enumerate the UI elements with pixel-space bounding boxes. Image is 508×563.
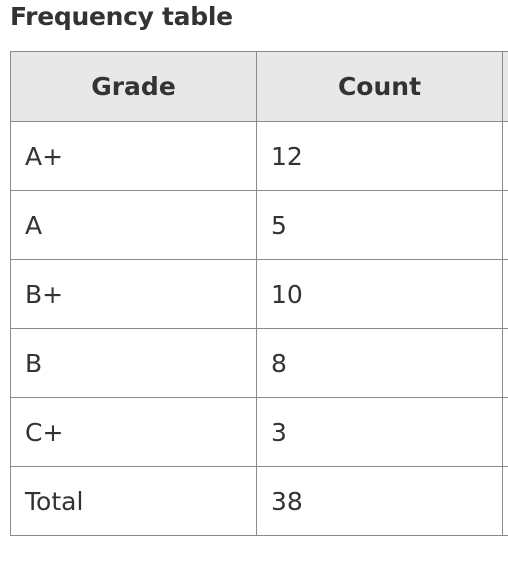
grade-cell: Total	[10, 466, 257, 536]
extra-cell	[502, 121, 508, 191]
count-cell: 38	[256, 466, 503, 536]
table-row: B+ 10	[10, 259, 508, 329]
grade-cell: A	[10, 190, 257, 260]
column-header-grade: Grade	[10, 51, 257, 122]
table-row: A+ 12	[10, 121, 508, 191]
extra-cell	[502, 397, 508, 467]
table-row: B 8	[10, 328, 508, 398]
page-title: Frequency table	[10, 2, 233, 31]
column-header-extra	[502, 51, 508, 122]
grade-cell: B	[10, 328, 257, 398]
table-header-row: Grade Count	[10, 51, 508, 122]
grade-cell: B+	[10, 259, 257, 329]
count-cell: 12	[256, 121, 503, 191]
column-header-count: Count	[256, 51, 503, 122]
count-cell: 5	[256, 190, 503, 260]
extra-cell	[502, 328, 508, 398]
table-row: A 5	[10, 190, 508, 260]
count-cell: 3	[256, 397, 503, 467]
grade-cell: C+	[10, 397, 257, 467]
frequency-table-container: Grade Count A+ 12 A 5 B+ 10 B	[10, 51, 508, 544]
extra-cell	[502, 259, 508, 329]
table-row-total: Total 38	[10, 466, 508, 536]
count-cell: 8	[256, 328, 503, 398]
grade-cell: A+	[10, 121, 257, 191]
frequency-table: Grade Count A+ 12 A 5 B+ 10 B	[10, 51, 508, 536]
extra-cell	[502, 190, 508, 260]
extra-cell	[502, 466, 508, 536]
count-cell: 10	[256, 259, 503, 329]
table-row: C+ 3	[10, 397, 508, 467]
